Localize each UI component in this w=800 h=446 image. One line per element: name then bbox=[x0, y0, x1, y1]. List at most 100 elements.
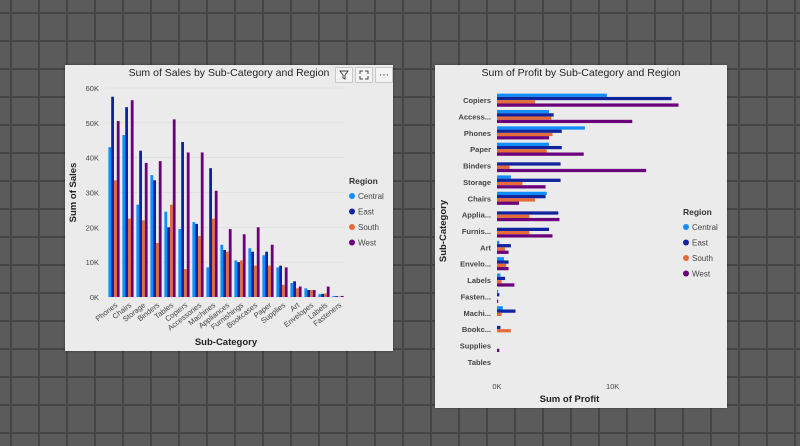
bar-central-copiers[interactable] bbox=[178, 229, 182, 297]
bar-west-bookcases[interactable] bbox=[256, 227, 260, 297]
bar-south-tables[interactable] bbox=[170, 204, 173, 297]
bar-south-paper[interactable] bbox=[497, 149, 547, 153]
bar-east-fasten[interactable] bbox=[497, 293, 500, 297]
legend-marker-central[interactable] bbox=[349, 193, 355, 199]
bar-east-paper[interactable] bbox=[497, 145, 562, 150]
bar-south-furnishings[interactable] bbox=[240, 260, 243, 297]
bar-west-supplies[interactable] bbox=[284, 267, 288, 297]
profit-chart-panel[interactable]: Sum of Profit by Sub-Category and Region… bbox=[435, 65, 727, 408]
bar-central-envelo[interactable] bbox=[497, 257, 504, 261]
bar-central-fasten[interactable] bbox=[497, 289, 499, 294]
bar-central-supplies[interactable] bbox=[276, 267, 280, 297]
bar-south-art[interactable] bbox=[497, 247, 506, 251]
bar-south-art[interactable] bbox=[296, 288, 299, 297]
bar-south-storage[interactable] bbox=[142, 220, 145, 297]
bar-east-copiers[interactable] bbox=[497, 96, 672, 101]
bar-central-binders[interactable] bbox=[150, 175, 154, 297]
bar-south-supplies[interactable] bbox=[282, 284, 285, 297]
bar-central-bookcases[interactable] bbox=[248, 248, 252, 297]
bar-south-phones[interactable] bbox=[114, 180, 117, 297]
bar-central-tables[interactable] bbox=[164, 211, 168, 297]
bar-central-paper[interactable] bbox=[497, 142, 550, 146]
bar-south-accessories[interactable] bbox=[198, 236, 201, 297]
bar-south-binders[interactable] bbox=[156, 243, 159, 297]
focus-mode-icon[interactable] bbox=[355, 67, 373, 83]
bar-east-art[interactable] bbox=[497, 244, 511, 248]
bar-south-access[interactable] bbox=[497, 116, 552, 120]
bar-south-labels[interactable] bbox=[497, 280, 502, 284]
bar-west-copiers[interactable] bbox=[497, 103, 679, 107]
bar-east-paper[interactable] bbox=[265, 251, 268, 297]
bar-west-labels[interactable] bbox=[326, 286, 330, 297]
bar-east-fasteners[interactable] bbox=[335, 296, 338, 297]
bar-east-accessories[interactable] bbox=[195, 223, 198, 297]
bar-central-appliances[interactable] bbox=[220, 244, 224, 297]
bar-west-chairs[interactable] bbox=[497, 201, 519, 205]
bar-central-art[interactable] bbox=[290, 283, 294, 297]
bar-west-envelo[interactable] bbox=[497, 266, 509, 271]
bar-west-fasten[interactable] bbox=[497, 299, 499, 303]
bar-south-envelo[interactable] bbox=[497, 263, 507, 267]
bar-central-storage[interactable] bbox=[497, 175, 511, 179]
bar-central-labels[interactable] bbox=[497, 273, 501, 277]
bar-south-machi[interactable] bbox=[497, 312, 502, 317]
bar-west-storage[interactable] bbox=[497, 185, 546, 189]
bar-central-accessories[interactable] bbox=[192, 222, 196, 297]
bar-south-applia[interactable] bbox=[497, 214, 530, 218]
bar-east-access[interactable] bbox=[497, 113, 554, 117]
bar-west-furnis[interactable] bbox=[497, 234, 553, 238]
bar-west-storage[interactable] bbox=[144, 162, 148, 297]
bar-west-art[interactable] bbox=[298, 286, 302, 297]
legend-label-central[interactable]: Central bbox=[692, 223, 718, 232]
filter-icon[interactable] bbox=[335, 67, 353, 83]
bar-south-copiers[interactable] bbox=[184, 269, 187, 297]
legend-label-east[interactable]: East bbox=[358, 208, 375, 217]
bar-east-machines[interactable] bbox=[209, 168, 212, 297]
bar-south-furnis[interactable] bbox=[497, 231, 530, 235]
bar-south-machines[interactable] bbox=[212, 218, 215, 297]
legend-marker-east[interactable] bbox=[349, 208, 355, 215]
bar-west-supplies[interactable] bbox=[497, 348, 500, 353]
bar-west-art[interactable] bbox=[497, 250, 509, 254]
legend-label-south[interactable]: South bbox=[692, 254, 713, 263]
legend-label-south[interactable]: South bbox=[358, 223, 379, 232]
bar-south-chairs[interactable] bbox=[497, 198, 536, 202]
bar-central-phones[interactable] bbox=[108, 147, 112, 297]
bar-central-furnishings[interactable] bbox=[234, 260, 238, 297]
bar-west-envelopes[interactable] bbox=[312, 290, 316, 297]
bar-central-art[interactable] bbox=[497, 240, 500, 245]
bar-south-appliances[interactable] bbox=[226, 251, 229, 297]
bar-west-access[interactable] bbox=[497, 119, 633, 124]
bar-east-storage[interactable] bbox=[139, 150, 142, 297]
legend-label-central[interactable]: Central bbox=[358, 192, 384, 201]
bar-central-paper[interactable] bbox=[262, 255, 266, 297]
bar-central-machi[interactable] bbox=[497, 306, 503, 310]
legend-marker-west[interactable] bbox=[683, 270, 689, 277]
bar-east-storage[interactable] bbox=[497, 178, 561, 182]
bar-south-chairs[interactable] bbox=[128, 218, 131, 297]
bar-east-envelopes[interactable] bbox=[307, 290, 310, 297]
bar-central-access[interactable] bbox=[497, 109, 550, 114]
bar-central-copiers[interactable] bbox=[497, 93, 607, 97]
bar-east-chairs[interactable] bbox=[497, 195, 546, 199]
more-options-icon[interactable]: ⋯ bbox=[375, 67, 393, 83]
legend-marker-central[interactable] bbox=[683, 224, 689, 230]
legend-marker-south[interactable] bbox=[349, 224, 355, 230]
bar-central-envelopes[interactable] bbox=[304, 288, 308, 297]
bar-east-furnishings[interactable] bbox=[237, 262, 240, 297]
bar-west-tables[interactable] bbox=[172, 119, 176, 297]
bar-west-chairs[interactable] bbox=[130, 100, 134, 297]
bar-west-appliances[interactable] bbox=[228, 229, 232, 297]
bar-west-labels[interactable] bbox=[497, 283, 515, 287]
bar-east-phones[interactable] bbox=[497, 129, 562, 133]
bar-central-chairs[interactable] bbox=[122, 135, 126, 297]
bar-south-copiers[interactable] bbox=[497, 100, 536, 104]
bar-west-paper[interactable] bbox=[497, 152, 584, 156]
bar-west-fasteners[interactable] bbox=[340, 295, 344, 297]
bar-east-labels[interactable] bbox=[321, 293, 324, 297]
bar-central-storage[interactable] bbox=[136, 204, 140, 297]
bar-south-bookc[interactable] bbox=[497, 329, 511, 333]
bar-east-labels[interactable] bbox=[497, 276, 506, 281]
bar-west-copiers[interactable] bbox=[186, 152, 190, 297]
bar-west-paper[interactable] bbox=[270, 244, 274, 297]
